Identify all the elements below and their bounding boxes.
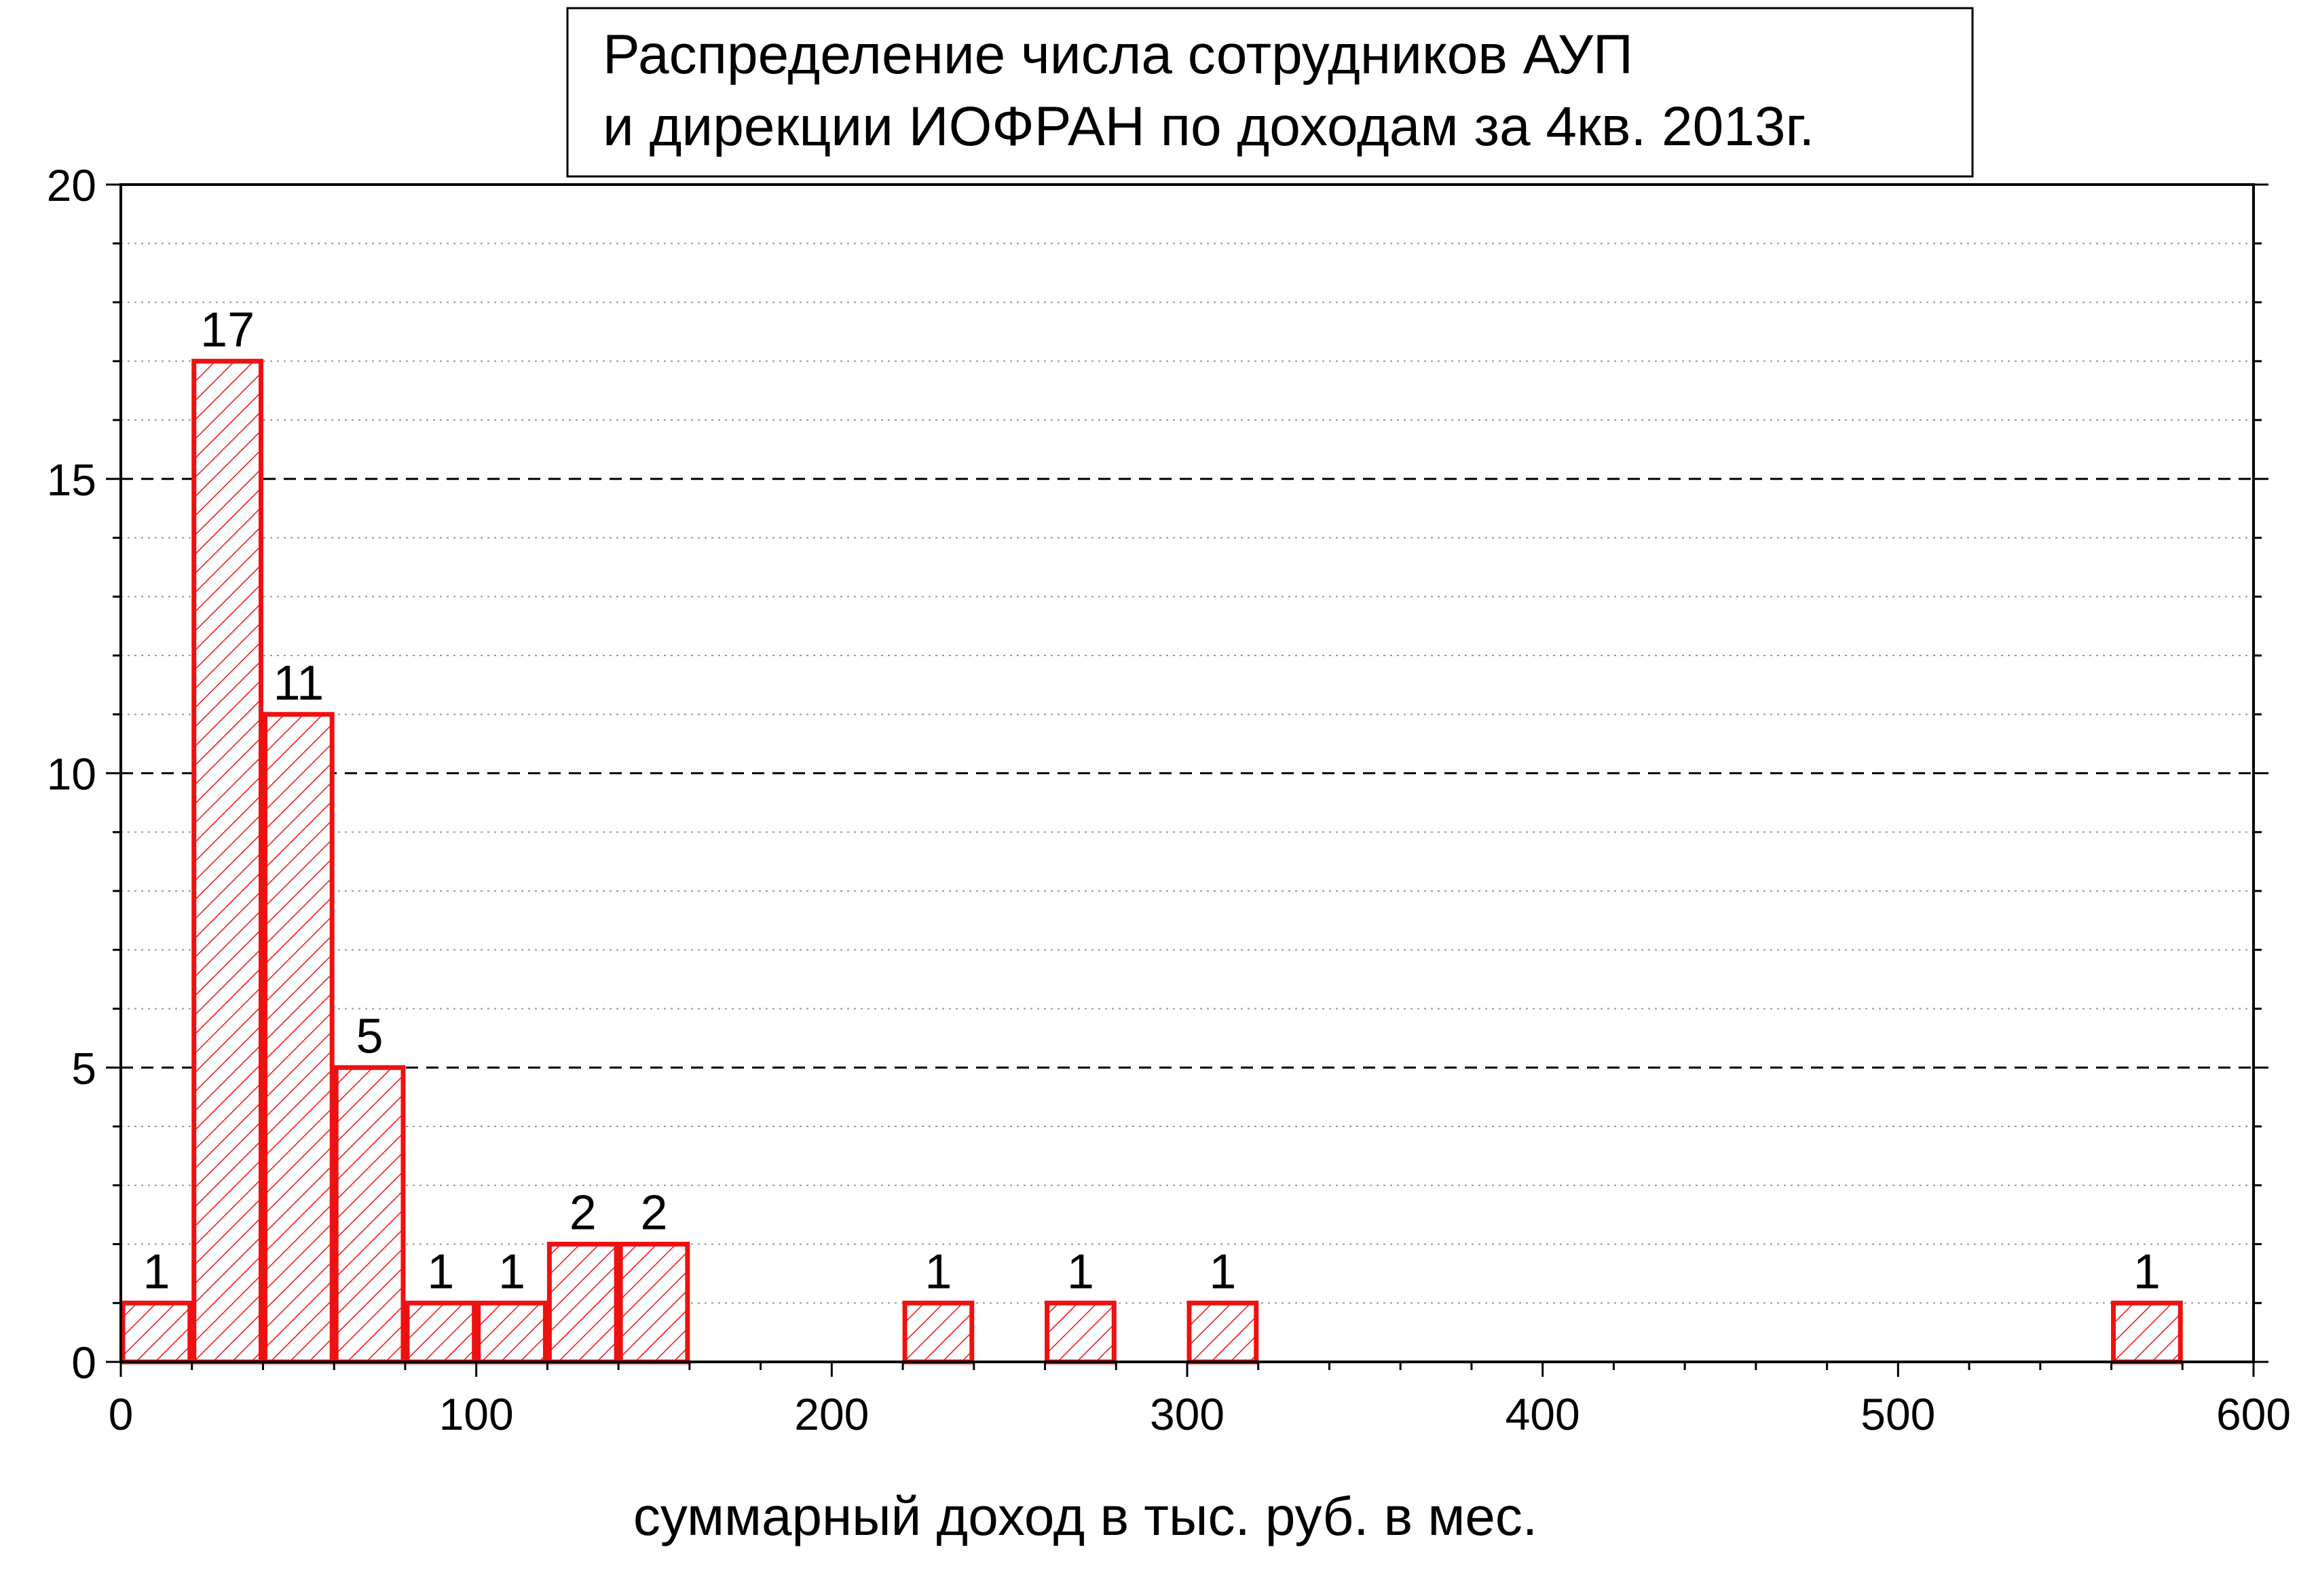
x-tick-label: 0 (109, 1389, 134, 1439)
histogram-bar (405, 1300, 477, 1365)
x-tick-label: 300 (1150, 1389, 1225, 1439)
histogram-bar (1045, 1300, 1117, 1365)
bar-value-label: 5 (356, 1009, 384, 1063)
x-tick-label: 400 (1506, 1389, 1580, 1439)
bar-value-label: 1 (498, 1244, 525, 1299)
chart-title-line-1: Распределение числа сотрудников АУП (603, 24, 1633, 86)
title-frame (566, 7, 1974, 178)
bar-value-label: 1 (2133, 1244, 2161, 1299)
x-tick-label: 500 (1861, 1389, 1935, 1439)
histogram-bar (618, 1242, 690, 1365)
histogram-bar (333, 1065, 406, 1365)
histogram-bar (120, 1300, 193, 1365)
chart-title-box: Распределение числа сотрудников АУП и ди… (566, 7, 1974, 178)
x-tick-label: 200 (794, 1389, 869, 1439)
y-tick-label: 0 (71, 1337, 96, 1388)
bar-value-label: 11 (273, 656, 324, 710)
histogram-bar (262, 712, 335, 1365)
y-tick-label: 5 (71, 1043, 96, 1093)
y-tick-label: 15 (47, 455, 96, 505)
histogram-bar (476, 1300, 548, 1365)
chart-title-line-2: и дирекции ИОФРАН по доходам за 4кв. 201… (603, 96, 1814, 157)
histogram-bar (191, 358, 263, 1365)
y-tick-label: 20 (47, 160, 96, 210)
bar-value-label: 1 (1067, 1244, 1094, 1299)
bar-value-label: 2 (569, 1186, 597, 1240)
bar-value-label: 2 (640, 1186, 667, 1240)
histogram-bar (546, 1242, 619, 1365)
x-tick-label: 600 (2216, 1389, 2291, 1439)
bar-value-label: 17 (200, 303, 255, 357)
grid-lines (121, 242, 2254, 1304)
bar-value-label: 1 (924, 1244, 952, 1299)
x-tick-label: 100 (439, 1389, 514, 1439)
bar-value-label: 1 (427, 1244, 454, 1299)
histogram-bar (902, 1300, 975, 1365)
histogram-bar (2111, 1300, 2183, 1365)
axes (106, 183, 2268, 1377)
bars (120, 358, 2183, 1365)
y-tick-label: 10 (47, 749, 96, 799)
x-axis-label: суммарный доход в тыс. руб. в мес. (633, 1486, 1537, 1546)
bar-value-label: 1 (1209, 1244, 1236, 1299)
bar-value-label: 1 (143, 1244, 170, 1299)
histogram-bar (1186, 1300, 1259, 1365)
